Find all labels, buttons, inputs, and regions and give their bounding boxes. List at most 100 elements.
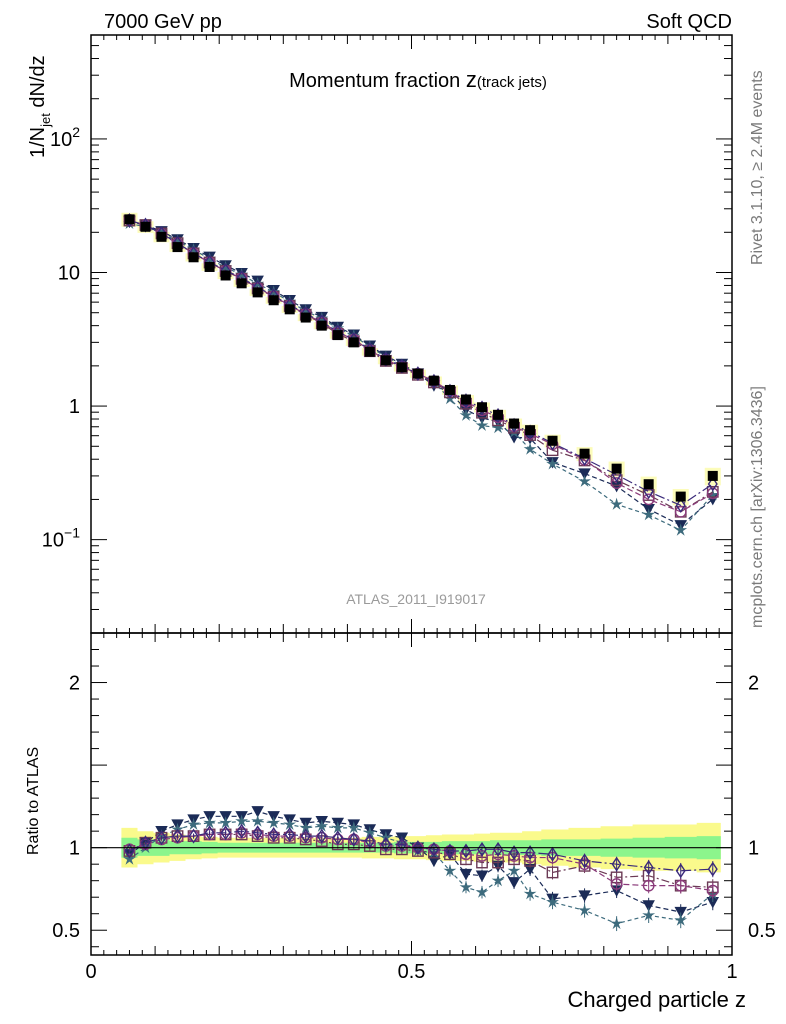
data-point [172,242,183,253]
data-point [611,463,622,474]
data-point [284,304,295,315]
data-point [444,384,455,395]
ratio-point [348,831,359,847]
ratio-point [315,819,329,832]
ratio-y-tick-label-right: 1 [748,838,759,860]
main-series-line [129,219,714,513]
ratio-point [706,884,719,897]
main-point [578,468,591,480]
data-point [316,320,327,331]
data-point [412,368,423,379]
data-point [188,252,199,263]
ratio-series-line [129,830,713,872]
ratio-point [507,877,521,889]
ratio-point [443,864,457,877]
main-point [643,484,654,500]
data-point [332,330,343,341]
ratio-point [546,895,559,908]
ratio-point [380,836,391,852]
ratio-point [642,908,656,921]
ratio-point [140,835,151,851]
main-point [546,457,559,470]
main-point [706,487,719,500]
ratio-point [188,828,199,844]
main-point [507,432,521,444]
data-point [525,425,536,436]
main-y-tick-label: 10 [58,263,80,285]
ratio-point [204,825,215,841]
ratio-point [299,821,313,834]
data-point [460,394,471,405]
main-point [578,474,591,487]
main-point [706,488,720,501]
data-point [220,270,231,281]
ratio-point [491,873,505,887]
main-point [187,242,200,256]
ratio-point [332,830,343,846]
data-point [707,470,718,481]
data-point [268,295,279,306]
ratio-point [123,852,136,865]
ratio-point [675,863,686,879]
ratio-point [155,829,168,842]
ratio-point [427,855,441,868]
ratio-point [156,830,167,846]
data-point [547,435,558,446]
ratio-point [578,890,591,902]
ratio-point [124,843,135,859]
ratio-point [610,916,623,930]
data-point [252,287,263,298]
ratio-point [252,825,263,841]
data-point [643,479,654,490]
data-point [156,231,167,242]
main-point [675,497,686,513]
main-y-axis-label: 1/Njet dN/dz [27,55,53,158]
main-point [299,304,313,317]
x-tick-label: 0 [85,961,96,983]
main-point [610,477,623,489]
ratio-y-tick-label: 0.5 [52,920,80,942]
data-point [477,402,488,413]
ratio-point [444,843,455,859]
ratio-point [300,828,311,844]
main-point [459,408,473,421]
ratio-point [523,887,537,900]
main-y-tick-label: 102 [50,124,80,151]
ratio-point [268,826,279,842]
ratio-point [475,870,489,882]
ratio-point [547,846,558,862]
ratio-point [459,868,473,881]
data-point [124,214,135,225]
ratio-point [316,828,327,844]
main-point [491,421,505,434]
ratio-point [283,817,297,830]
ratio-point [347,821,361,834]
ratio-point [284,826,295,842]
main-y-tick-label: 1 [69,396,80,418]
ratio-point [235,814,249,827]
ratio-point [674,913,688,926]
ratio-point [643,859,654,875]
header-left: 7000 GeV pp [104,11,222,33]
data-point [396,362,407,373]
ratio-point [187,817,200,830]
data-point [509,418,520,429]
watermark: ATLAS_2011_I919017 [346,591,486,607]
ratio-y-tick-label-right: 0.5 [748,920,776,942]
ratio-point [331,821,345,834]
ratio-point [507,864,521,877]
data-point [204,261,215,272]
ratio-point [220,825,231,841]
ratio-series-diamond [124,823,718,879]
x-axis-label: Charged particle z [567,987,746,1012]
main-point [610,497,623,510]
ratio-point [642,879,655,892]
ratio-y-tick-label: 2 [69,673,80,695]
ratio-point [525,845,536,861]
x-tick-label: 1 [726,961,737,983]
chart-title: Momentum fraction z(track jets) [289,67,547,92]
ratio-point [396,836,407,852]
ratio-y-tick-label: 1 [69,838,80,860]
ratio-point [236,823,247,839]
